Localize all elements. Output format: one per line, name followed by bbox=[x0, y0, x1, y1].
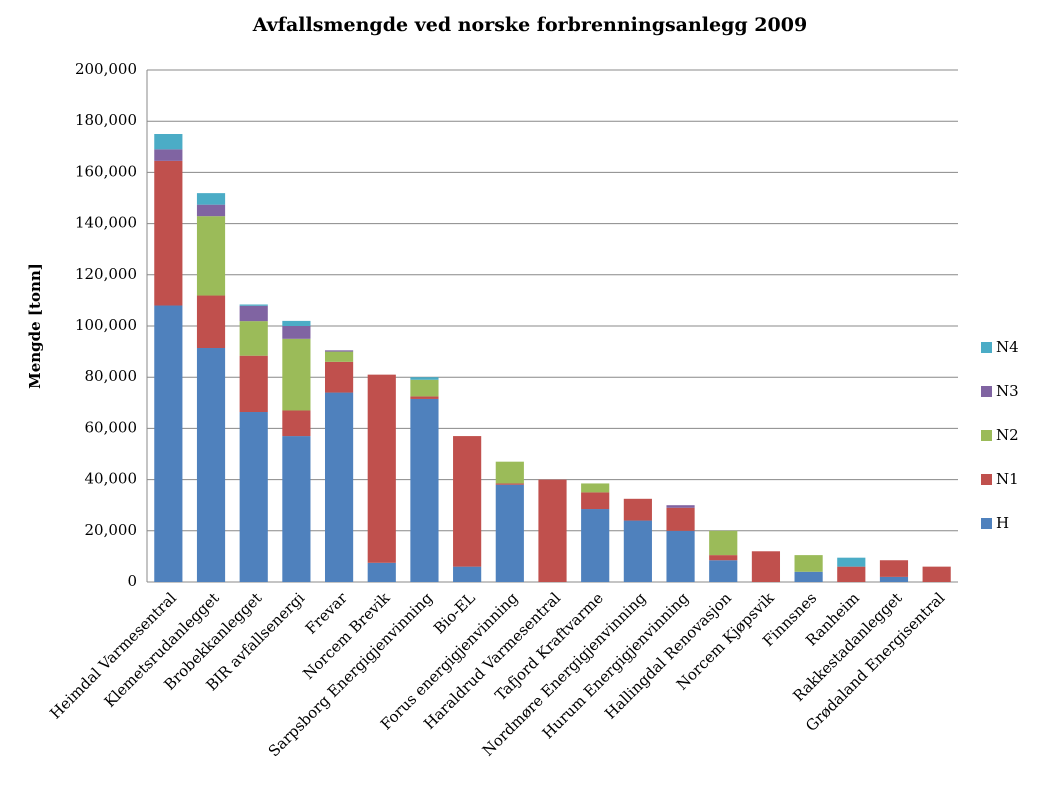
bar-segment bbox=[495, 461, 524, 484]
bar-segment bbox=[709, 560, 738, 582]
y-axis-label: Mengde [tonn] bbox=[26, 263, 44, 389]
bar-segment bbox=[324, 351, 354, 362]
bar-segment bbox=[453, 436, 482, 567]
legend-label: H bbox=[996, 514, 1009, 532]
bar-segment bbox=[879, 560, 909, 577]
bar-segment bbox=[709, 555, 738, 561]
legend-label: N4 bbox=[996, 338, 1019, 356]
legend-swatch bbox=[981, 518, 992, 529]
bar-segment bbox=[196, 295, 226, 349]
bar-segment bbox=[581, 492, 610, 510]
legend-label: N2 bbox=[996, 426, 1019, 444]
y-tick-label: 180,000 bbox=[75, 111, 137, 129]
bar-segment bbox=[495, 484, 524, 582]
y-tick-label: 140,000 bbox=[75, 214, 137, 232]
y-tick-label: 20,000 bbox=[85, 521, 138, 539]
y-tick-label: 40,000 bbox=[85, 470, 138, 488]
bar-segment bbox=[367, 374, 396, 563]
legend-swatch bbox=[981, 474, 992, 485]
bar-segment bbox=[666, 505, 695, 508]
bar-segment bbox=[623, 520, 652, 582]
bar-segment bbox=[196, 348, 226, 582]
chart-title: Avfallsmengde ved norske forbrenningsanl… bbox=[252, 14, 807, 36]
bar-segment bbox=[751, 551, 781, 582]
bar-segment bbox=[324, 350, 354, 352]
bar-segment bbox=[794, 571, 823, 582]
bar-segment bbox=[581, 483, 610, 493]
y-tick-label: 0 bbox=[127, 572, 137, 590]
bar-segment bbox=[666, 507, 695, 531]
bar-segment bbox=[324, 361, 354, 393]
bar-segment bbox=[538, 479, 567, 582]
bar-segment bbox=[410, 396, 439, 399]
bar-segment bbox=[239, 321, 268, 356]
bar-segment bbox=[282, 436, 311, 582]
bar-segment bbox=[837, 566, 866, 582]
y-tick-label: 200,000 bbox=[75, 60, 137, 78]
bar-segment bbox=[495, 483, 524, 485]
bar-segment bbox=[410, 398, 439, 582]
legend-label: N3 bbox=[996, 382, 1019, 400]
bar-segment bbox=[154, 160, 183, 306]
bar-segment bbox=[709, 530, 738, 556]
y-tick-label: 60,000 bbox=[85, 418, 138, 436]
bar-segment bbox=[837, 557, 866, 567]
bar-segment bbox=[794, 555, 823, 572]
bar-segment bbox=[282, 410, 311, 437]
bar-segment bbox=[922, 566, 951, 582]
bar-segment bbox=[282, 320, 311, 326]
bar-segment bbox=[282, 326, 311, 339]
bar-segment bbox=[879, 576, 909, 582]
bar-segment bbox=[239, 355, 268, 413]
bar-segment bbox=[410, 377, 439, 380]
bar-segment bbox=[196, 204, 226, 217]
bar-segment bbox=[410, 379, 439, 397]
bar-segment bbox=[453, 566, 482, 582]
bar-segment bbox=[239, 412, 268, 582]
legend-swatch bbox=[981, 386, 992, 397]
bar-segment bbox=[282, 338, 311, 411]
y-tick-label: 160,000 bbox=[75, 162, 137, 180]
bar-segment bbox=[666, 530, 695, 582]
bar-segment bbox=[623, 498, 652, 521]
bar-segment bbox=[154, 134, 183, 150]
bar-segment bbox=[581, 509, 610, 582]
bar-segment bbox=[367, 562, 396, 582]
y-tick-label: 100,000 bbox=[75, 316, 137, 334]
bar-segment bbox=[239, 305, 268, 322]
bar-segment bbox=[324, 392, 354, 582]
legend-label: N1 bbox=[996, 470, 1019, 488]
bar-segment bbox=[239, 304, 268, 306]
y-tick-label: 120,000 bbox=[75, 265, 137, 283]
legend-swatch bbox=[981, 342, 992, 353]
bar-segment bbox=[154, 305, 183, 582]
bar-segment bbox=[154, 149, 183, 161]
y-tick-label: 80,000 bbox=[85, 367, 138, 385]
bar-segment bbox=[196, 193, 226, 205]
legend-swatch bbox=[981, 430, 992, 441]
bar-segment bbox=[196, 216, 226, 296]
